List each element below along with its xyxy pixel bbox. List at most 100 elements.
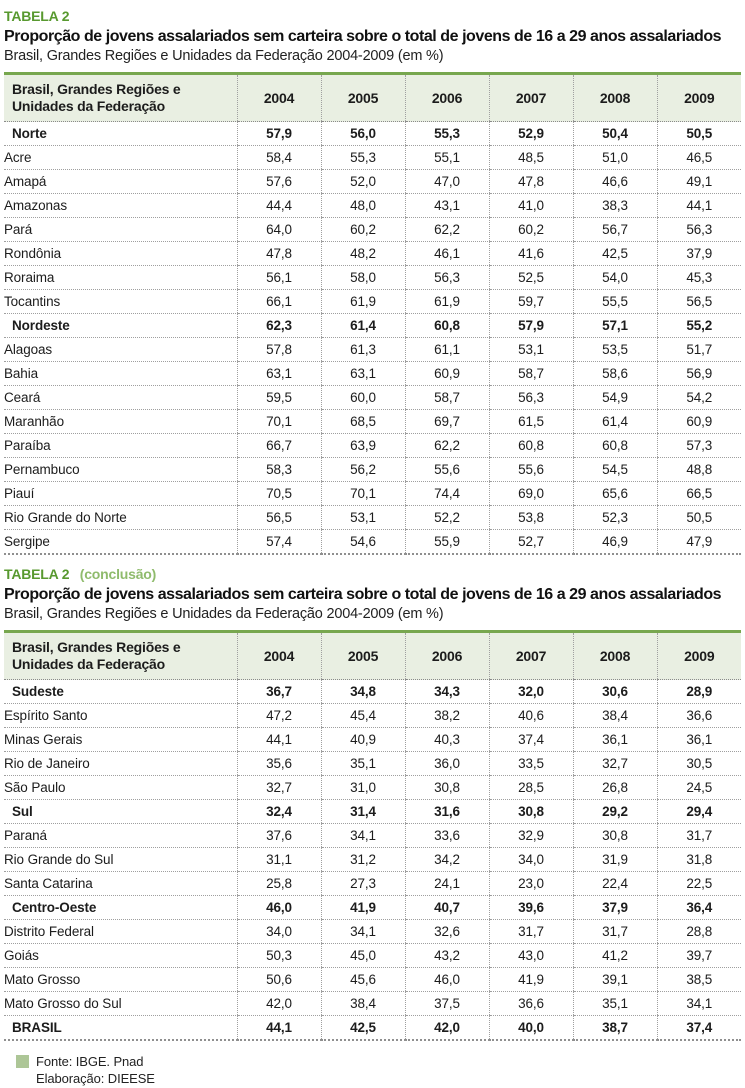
value-cell: 56,5: [656, 289, 741, 314]
year-header-cell: 2006: [404, 73, 489, 122]
value-cell: 32,0: [488, 679, 573, 704]
value-cell: 56,0: [320, 121, 405, 146]
row-label-cell: Sergipe: [4, 534, 50, 549]
value-cell: 42,5: [572, 241, 657, 266]
row-label-cell: Roraima: [4, 265, 237, 290]
value-cell: 32,7: [572, 751, 657, 776]
value-cell: 40,7: [404, 895, 489, 920]
value-cell: 34,1: [320, 919, 405, 944]
table-row: Minas Gerais 44,1 40,9 40,3 37,4 36,1 36,1: [4, 727, 741, 752]
value-cell: 34,8: [320, 679, 405, 704]
value-cell: 59,7: [488, 289, 573, 314]
value-cell: 36,1: [656, 727, 741, 752]
value-cell: 46,0: [236, 895, 321, 920]
value-cell: 55,6: [488, 457, 573, 482]
value-cell: 41,9: [488, 967, 573, 992]
row-label-cell: Rio Grande do Norte: [4, 505, 237, 530]
value-cell: 60,2: [320, 217, 405, 242]
table-row: Rio Grande do Sul 31,1 31,2 34,2 34,0 31,9 31,…: [4, 847, 741, 872]
value-cell: 65,6: [572, 481, 657, 506]
value-cell: 47,8: [236, 241, 321, 266]
value-cell: 44,1: [656, 193, 741, 218]
value-cell: 57,4: [236, 529, 321, 554]
value-cell: 50,6: [236, 967, 321, 992]
value-cell: 42,0: [236, 991, 321, 1016]
value-cell: 28,5: [488, 775, 573, 800]
value-cell: 58,7: [404, 385, 489, 410]
table-row: Sergipe 57,4 54,6 55,9 52,7 46,9 47,9: [4, 529, 741, 554]
value-cell: 48,2: [320, 241, 405, 266]
value-cell: 48,8: [656, 457, 741, 482]
value-cell: 69,0: [488, 481, 573, 506]
table-row: Rondônia 47,8 48,2 46,1 41,6 42,5 37,9: [4, 241, 741, 266]
value-cell: 52,0: [320, 169, 405, 194]
value-cell: 30,8: [488, 799, 573, 824]
value-cell: 45,4: [320, 703, 405, 728]
value-cell: 74,4: [404, 481, 489, 506]
table-row: Pernambuco 58,3 56,2 55,6 55,6 54,5 48,8: [4, 457, 741, 482]
value-cell: 41,2: [572, 943, 657, 968]
value-cell: 40,0: [488, 1015, 573, 1040]
value-cell: 53,5: [572, 337, 657, 362]
value-cell: 66,1: [236, 289, 321, 314]
data-table-1: Brasil, Grandes Regiões e Unidades da Fe…: [4, 72, 741, 555]
value-cell: 50,3: [236, 943, 321, 968]
value-cell: 42,0: [404, 1015, 489, 1040]
year-header-cell: 2005: [320, 631, 405, 680]
value-cell: 37,4: [488, 727, 573, 752]
value-cell: 54,6: [320, 529, 405, 554]
value-cell: 57,8: [236, 337, 321, 362]
value-cell: 58,6: [572, 361, 657, 386]
value-cell: 32,4: [236, 799, 321, 824]
value-cell: 55,9: [404, 529, 489, 554]
row-label-cell: Mato Grosso do Sul: [4, 991, 237, 1016]
value-cell: 43,0: [488, 943, 573, 968]
table-1-title: Proporção de jovens assalariados sem car…: [4, 28, 722, 45]
value-cell: 37,6: [236, 823, 321, 848]
row-label-cell: Goiás: [4, 943, 237, 968]
value-cell: 41,9: [320, 895, 405, 920]
row-label-cell: Tocantins: [4, 289, 237, 314]
value-cell: 34,1: [656, 991, 741, 1016]
table-row: Mato Grosso 50,6 45,6 46,0 41,9 39,1 38,5: [4, 967, 741, 992]
table-row: Goiás 50,3 45,0 43,2 43,0 41,2 39,7: [4, 943, 741, 968]
value-cell: 30,6: [572, 679, 657, 704]
value-cell: 50,4: [572, 121, 657, 146]
value-cell: 41,6: [488, 241, 573, 266]
value-cell: 30,8: [572, 823, 657, 848]
row-label-cell: Centro-Oeste: [4, 895, 237, 920]
value-cell: 47,0: [404, 169, 489, 194]
row-label-cell: BRASIL: [12, 1020, 62, 1035]
table-row: Rio Grande do Norte 56,5 53,1 52,2 53,8 52,3 5…: [4, 505, 741, 530]
row-label-cell: Sudeste: [4, 679, 237, 704]
table-2-tag: TABELA 2: [4, 566, 70, 582]
header-row: Brasil, Grandes Regiões e Unidades da Fe…: [4, 73, 741, 122]
value-cell: 52,7: [488, 529, 573, 554]
value-cell: 49,1: [656, 169, 741, 194]
footer: Fonte: IBGE. Pnad Elaboração: DIEESE: [16, 1054, 741, 1088]
value-cell: 44,1: [236, 1015, 321, 1040]
value-cell: 53,8: [488, 505, 573, 530]
value-cell: 40,6: [488, 703, 573, 728]
value-cell: 56,3: [488, 385, 573, 410]
value-cell: 57,3: [656, 433, 741, 458]
value-cell: 30,5: [656, 751, 741, 776]
value-cell: 61,4: [572, 409, 657, 434]
table-row: Tocantins 66,1 61,9 61,9 59,7 55,5 56,5: [4, 289, 741, 314]
value-cell: 61,5: [488, 409, 573, 434]
table-2-mount: Brasil, Grandes Regiões e Unidades da Fe…: [4, 630, 741, 1041]
value-cell: 56,3: [404, 265, 489, 290]
table-row: Nordeste 62,3 61,4 60,8 57,9 57,1 55,2: [4, 313, 741, 338]
value-cell: 31,8: [656, 847, 741, 872]
value-cell: 46,9: [572, 529, 657, 554]
table-row: Alagoas 57,8 61,3 61,1 53,1 53,5 51,7: [4, 337, 741, 362]
table-row: Bahia 63,1 63,1 60,9 58,7 58,6 56,9: [4, 361, 741, 386]
value-cell: 56,3: [656, 217, 741, 242]
table-row: Sudeste 36,7 34,8 34,3 32,0 30,6 28,9: [4, 679, 741, 704]
row-label-cell: Maranhão: [4, 409, 237, 434]
year-header-cell: 2007: [488, 73, 573, 122]
value-cell: 64,0: [236, 217, 321, 242]
value-cell: 51,7: [656, 337, 741, 362]
row-label-cell: Minas Gerais: [4, 727, 237, 752]
value-cell: 31,7: [488, 919, 573, 944]
